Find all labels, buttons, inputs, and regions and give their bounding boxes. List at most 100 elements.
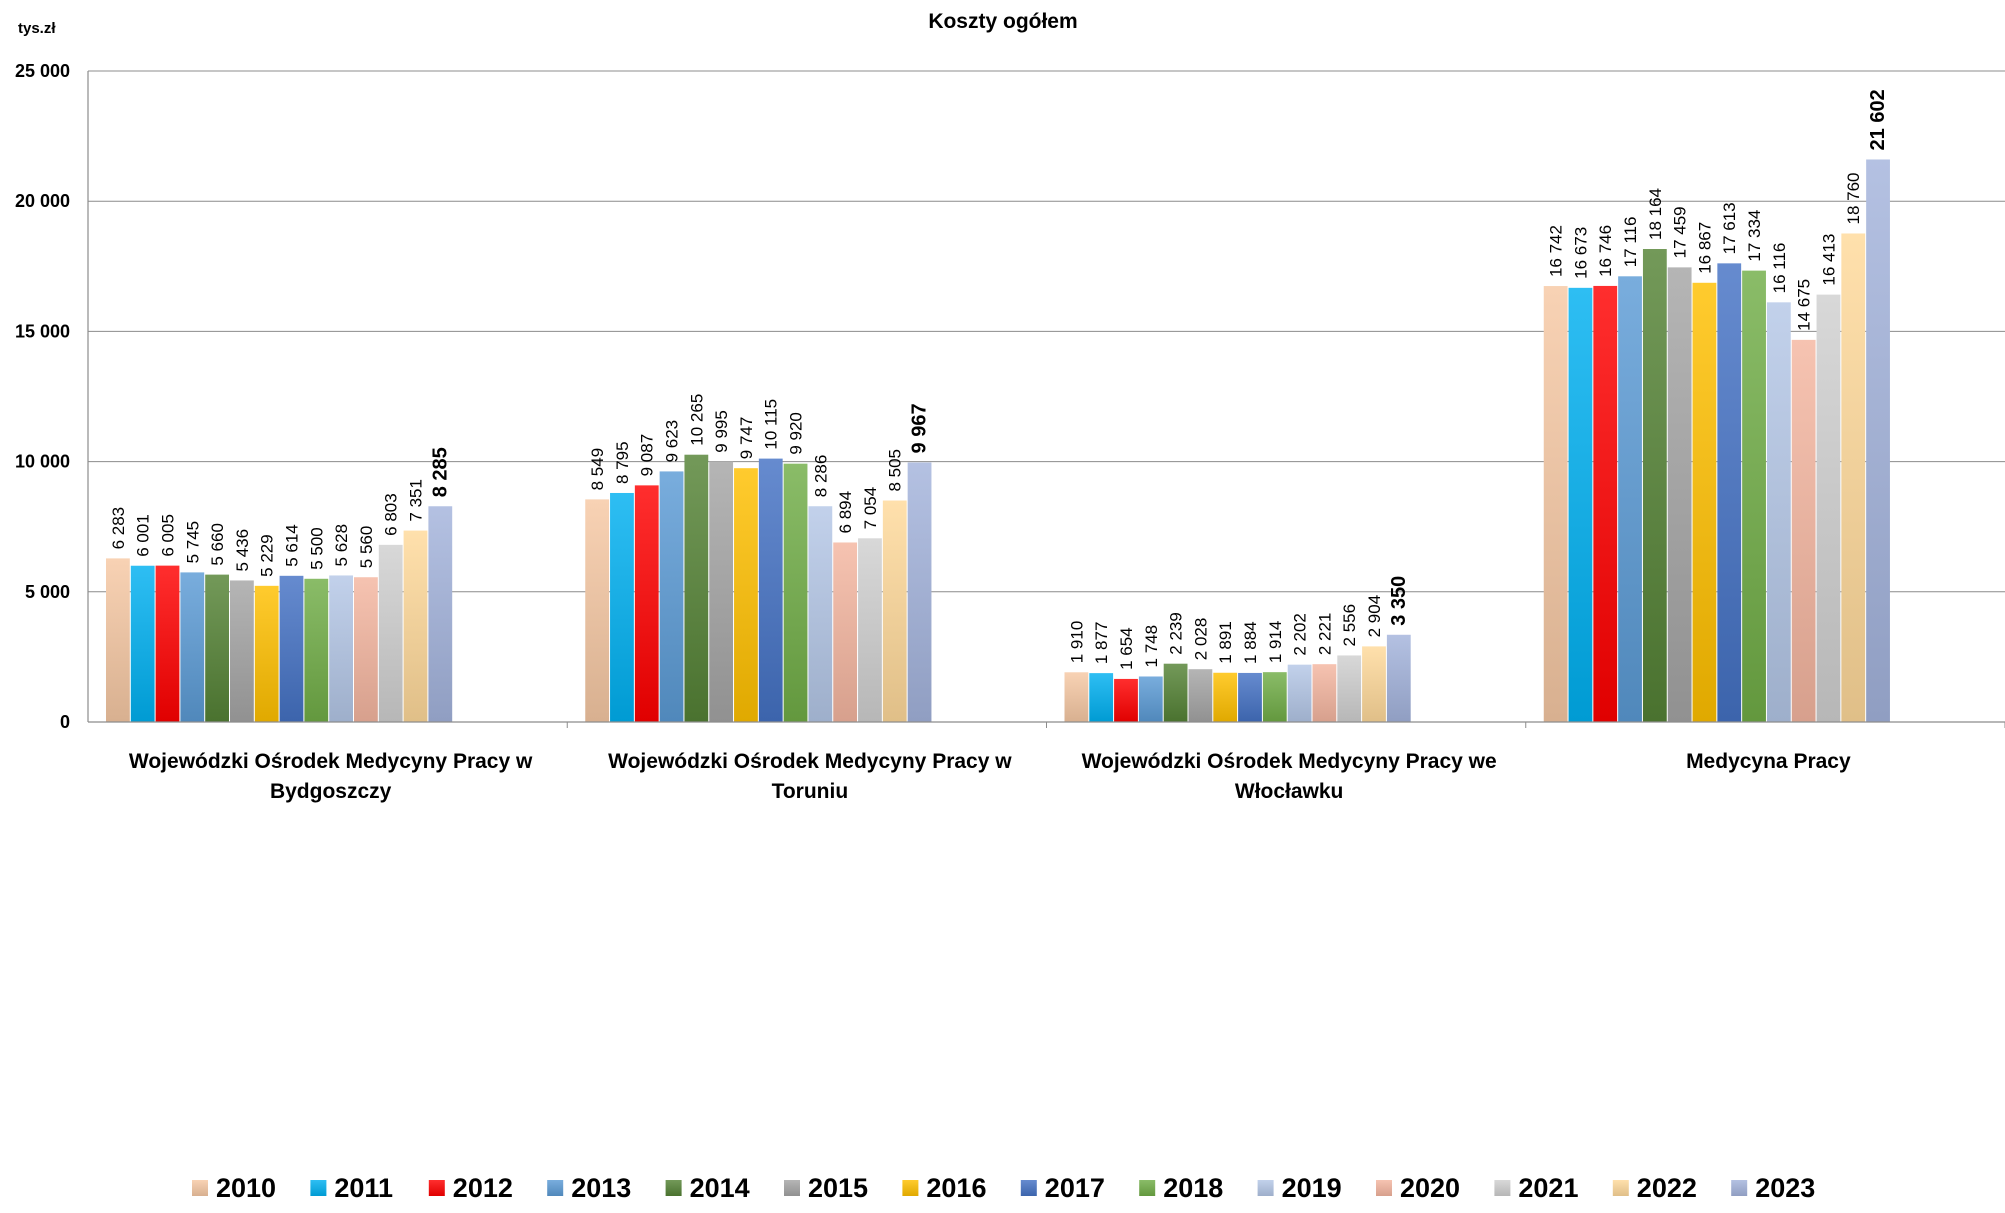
legend-label: 2012	[453, 1173, 513, 1203]
bar-2015-wojewodzki-osrodek-medycyny-pracy-w-toruniu	[709, 461, 734, 722]
legend-swatch	[1139, 1180, 1156, 1196]
legend-item-2011: 2011	[310, 1173, 393, 1203]
bar-2018-wojewodzki-osrodek-medycyny-pracy-w-bydgoszczy	[304, 578, 329, 722]
data-label-2010-medycyna-pracy: 16 742	[1547, 225, 1566, 277]
data-label-2019-wojewodzki-osrodek-medycyny-pracy-w-bydgoszczy: 5 628	[332, 524, 351, 567]
data-label-2012-wojewodzki-osrodek-medycyny-pracy-w-toruniu: 9 087	[638, 434, 657, 477]
data-label-2012-wojewodzki-osrodek-medycyny-pracy-w-bydgoszczy: 6 005	[159, 514, 178, 557]
data-label-2018-wojewodzki-osrodek-medycyny-pracy-w-bydgoszczy: 5 500	[307, 527, 326, 570]
data-label-2013-wojewodzki-osrodek-medycyny-pracy-w-toruniu: 9 623	[663, 420, 682, 463]
legend-label: 2021	[1518, 1173, 1578, 1203]
data-label-2012-wojewodzki-osrodek-medycyny-pracy-we-wloclawku: 1 654	[1117, 627, 1136, 670]
legend-item-2017: 2017	[1020, 1173, 1105, 1203]
legend-label: 2010	[216, 1173, 276, 1203]
data-label-2011-wojewodzki-osrodek-medycyny-pracy-w-toruniu: 8 795	[613, 441, 632, 484]
bar-2019-wojewodzki-osrodek-medycyny-pracy-we-wloclawku	[1287, 664, 1312, 722]
data-label-2010-wojewodzki-osrodek-medycyny-pracy-we-wloclawku: 1 910	[1067, 621, 1086, 664]
legend-swatch	[1020, 1180, 1037, 1196]
data-label-2010-wojewodzki-osrodek-medycyny-pracy-w-bydgoszczy: 6 283	[109, 507, 128, 550]
data-label-2016-wojewodzki-osrodek-medycyny-pracy-w-bydgoszczy: 5 229	[258, 534, 277, 577]
data-label-2020-medycyna-pracy: 14 675	[1795, 279, 1814, 331]
legend-swatch	[902, 1180, 919, 1196]
y-axis-unit-label: tys.zł	[18, 20, 56, 37]
data-label-2014-wojewodzki-osrodek-medycyny-pracy-w-bydgoszczy: 5 660	[208, 523, 227, 566]
bar-2023-medycyna-pracy	[1866, 159, 1890, 723]
bar-2015-wojewodzki-osrodek-medycyny-pracy-w-bydgoszczy	[230, 580, 254, 722]
legend-label: 2015	[808, 1173, 868, 1203]
bar-2023-wojewodzki-osrodek-medycyny-pracy-w-bydgoszczy	[428, 506, 453, 722]
legend-label: 2011	[334, 1173, 393, 1203]
bar-2020-wojewodzki-osrodek-medycyny-pracy-we-wloclawku	[1312, 664, 1337, 722]
bar-2016-wojewodzki-osrodek-medycyny-pracy-w-bydgoszczy	[254, 585, 279, 722]
legend-item-2010: 2010	[192, 1173, 276, 1203]
bar-2012-wojewodzki-osrodek-medycyny-pracy-we-wloclawku	[1114, 678, 1138, 722]
data-label-2017-wojewodzki-osrodek-medycyny-pracy-we-wloclawku: 1 884	[1241, 621, 1260, 664]
data-label-2019-medycyna-pracy: 16 116	[1770, 243, 1789, 294]
data-label-2021-wojewodzki-osrodek-medycyny-pracy-we-wloclawku: 2 556	[1340, 604, 1359, 647]
bar-2017-wojewodzki-osrodek-medycyny-pracy-w-toruniu	[758, 458, 783, 722]
data-label-2017-wojewodzki-osrodek-medycyny-pracy-w-bydgoszczy: 5 614	[283, 524, 302, 567]
legend-swatch	[428, 1180, 445, 1196]
legend-item-2012: 2012	[428, 1173, 513, 1203]
legend-label: 2020	[1400, 1173, 1460, 1203]
data-label-2012-medycyna-pracy: 16 746	[1596, 225, 1615, 277]
bar-2015-medycyna-pracy	[1667, 267, 1692, 722]
x-category-label: Wojewódzki Ośrodek Medycyny Pracy w	[608, 750, 1012, 773]
chart-title: Koszty ogółem	[928, 10, 1077, 33]
bar-2010-wojewodzki-osrodek-medycyny-pracy-w-bydgoszczy	[106, 558, 130, 722]
bar-2014-medycyna-pracy	[1642, 249, 1667, 722]
data-label-2013-medycyna-pracy: 17 116	[1621, 217, 1640, 268]
data-label-2020-wojewodzki-osrodek-medycyny-pracy-w-toruniu: 6 894	[836, 491, 855, 534]
x-category-label: Toruniu	[772, 780, 849, 803]
bar-2017-wojewodzki-osrodek-medycyny-pracy-we-wloclawku	[1238, 672, 1262, 722]
bar-2022-wojewodzki-osrodek-medycyny-pracy-we-wloclawku	[1362, 646, 1386, 722]
bar-2014-wojewodzki-osrodek-medycyny-pracy-w-toruniu	[684, 454, 709, 722]
x-category-label: Wojewódzki Ośrodek Medycyny Pracy w	[129, 750, 533, 773]
bar-2018-medycyna-pracy	[1742, 270, 1766, 722]
bar-2020-wojewodzki-osrodek-medycyny-pracy-w-bydgoszczy	[354, 577, 378, 722]
x-category-label: Wojewódzki Ośrodek Medycyny Pracy we	[1082, 750, 1497, 773]
data-label-2021-wojewodzki-osrodek-medycyny-pracy-w-bydgoszczy: 6 803	[382, 493, 401, 536]
legend-label: 2014	[690, 1173, 750, 1203]
bar-2012-wojewodzki-osrodek-medycyny-pracy-w-toruniu	[634, 485, 659, 722]
legend-swatch	[547, 1180, 564, 1196]
data-label-2011-wojewodzki-osrodek-medycyny-pracy-we-wloclawku: 1 877	[1092, 622, 1111, 665]
data-label-2011-medycyna-pracy: 16 673	[1571, 227, 1590, 279]
y-tick-label: 0	[60, 712, 70, 732]
legend-label: 2019	[1282, 1173, 1342, 1203]
bar-2021-medycyna-pracy	[1816, 294, 1841, 722]
data-label-2022-wojewodzki-osrodek-medycyny-pracy-w-bydgoszczy: 7 351	[407, 479, 426, 522]
bar-2010-wojewodzki-osrodek-medycyny-pracy-w-toruniu	[585, 499, 610, 722]
bar-2021-wojewodzki-osrodek-medycyny-pracy-we-wloclawku	[1337, 655, 1362, 722]
legend-swatch	[192, 1180, 208, 1196]
data-label-2011-wojewodzki-osrodek-medycyny-pracy-w-bydgoszczy: 6 001	[134, 514, 153, 557]
data-label-2015-wojewodzki-osrodek-medycyny-pracy-w-toruniu: 9 995	[712, 410, 731, 453]
data-label-2023-medycyna-pracy: 21 602	[1867, 89, 1889, 150]
bar-2021-wojewodzki-osrodek-medycyny-pracy-w-toruniu	[858, 538, 882, 722]
bar-2019-wojewodzki-osrodek-medycyny-pracy-w-bydgoszczy	[329, 575, 353, 722]
legend-label: 2017	[1045, 1173, 1105, 1203]
bar-2017-wojewodzki-osrodek-medycyny-pracy-w-bydgoszczy	[279, 575, 304, 722]
data-label-2014-wojewodzki-osrodek-medycyny-pracy-w-toruniu: 10 265	[687, 394, 706, 446]
data-label-2016-wojewodzki-osrodek-medycyny-pracy-we-wloclawku: 1 891	[1216, 621, 1235, 664]
data-label-2018-wojewodzki-osrodek-medycyny-pracy-w-toruniu: 9 920	[787, 412, 806, 455]
data-label-2013-wojewodzki-osrodek-medycyny-pracy-w-bydgoszczy: 5 745	[183, 521, 202, 564]
legend-label: 2022	[1637, 1173, 1697, 1203]
bar-2021-wojewodzki-osrodek-medycyny-pracy-w-bydgoszczy	[378, 544, 403, 722]
legend-label: 2018	[1163, 1173, 1223, 1203]
bar-2013-wojewodzki-osrodek-medycyny-pracy-w-toruniu	[659, 471, 684, 722]
bar-2012-medycyna-pracy	[1593, 285, 1618, 722]
data-label-2013-wojewodzki-osrodek-medycyny-pracy-we-wloclawku: 1 748	[1142, 625, 1161, 668]
bar-2013-medycyna-pracy	[1618, 276, 1642, 722]
data-label-2023-wojewodzki-osrodek-medycyny-pracy-w-toruniu: 9 967	[909, 403, 931, 453]
bar-2016-medycyna-pracy	[1692, 282, 1717, 722]
data-label-2020-wojewodzki-osrodek-medycyny-pracy-w-bydgoszczy: 5 560	[357, 526, 376, 569]
x-category-label: Włocławku	[1235, 780, 1344, 803]
data-label-2022-wojewodzki-osrodek-medycyny-pracy-we-wloclawku: 2 904	[1365, 595, 1384, 638]
bar-2023-wojewodzki-osrodek-medycyny-pracy-w-toruniu	[907, 462, 932, 722]
bar-2019-medycyna-pracy	[1766, 302, 1791, 722]
bar-2022-medycyna-pracy	[1841, 233, 1866, 722]
data-label-2020-wojewodzki-osrodek-medycyny-pracy-we-wloclawku: 2 221	[1315, 613, 1334, 656]
data-label-2021-medycyna-pracy: 16 413	[1819, 234, 1838, 286]
